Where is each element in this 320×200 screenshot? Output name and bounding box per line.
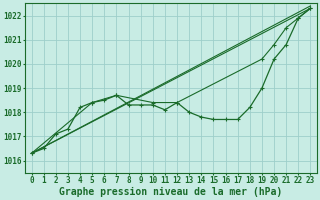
X-axis label: Graphe pression niveau de la mer (hPa): Graphe pression niveau de la mer (hPa) [60,186,283,197]
